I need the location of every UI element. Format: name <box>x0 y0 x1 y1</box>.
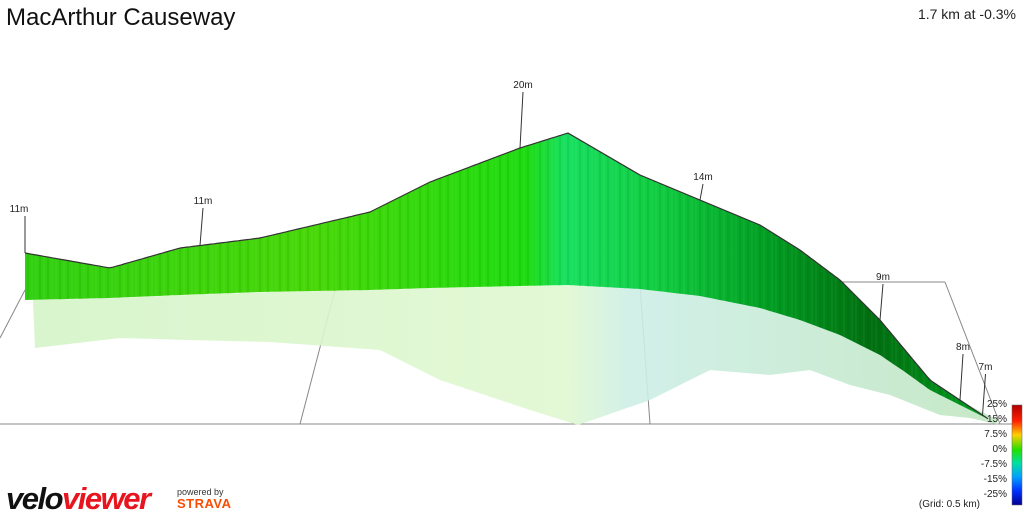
elevation-label: 8m <box>956 342 970 353</box>
grid-line <box>0 289 26 339</box>
gradient-legend-label: -7.5% <box>980 459 1007 470</box>
elevation-label: 20m <box>513 80 532 91</box>
elevation-label-leader <box>879 283 884 321</box>
segment-title: MacArthur Causeway <box>6 4 236 31</box>
veloviewer-logo[interactable]: veloviewer <box>6 481 151 516</box>
gradient-legend-label: 0% <box>992 444 1007 455</box>
gradient-legend-label: 7.5% <box>984 429 1007 440</box>
grid-note: (Grid: 0.5 km) <box>918 499 980 510</box>
gradient-legend-label: -25% <box>983 489 1007 500</box>
elevation-labels: 11m 11m 20m 14m 9m 8m 7m <box>10 80 993 416</box>
elevation-label: 9m <box>876 272 890 283</box>
elevation-label-leader <box>982 373 986 416</box>
elevation-label-leader <box>199 207 204 246</box>
elevation-label: 11m <box>10 204 29 215</box>
elevation-label: 14m <box>693 172 712 183</box>
gradient-legend-label: 15% <box>986 414 1007 425</box>
segment-stats: 1.7 km at -0.3% <box>917 6 1016 22</box>
profile-shadow <box>33 285 998 425</box>
strava-logo[interactable]: STRAVA <box>177 496 232 511</box>
powered-by-label: powered by <box>177 487 224 497</box>
grid-line <box>944 281 1001 425</box>
gradient-legend-label: 25% <box>986 399 1007 410</box>
gradient-hatching <box>27 133 985 417</box>
gradient-legend-bar <box>1011 404 1023 506</box>
elevation-label-leader <box>959 353 964 401</box>
elevation-label-leader <box>519 91 524 149</box>
elevation-label-leader <box>699 183 704 201</box>
elevation-label: 7m <box>979 362 993 373</box>
gradient-legend-label: -15% <box>983 474 1007 485</box>
profile-top-line <box>24 132 989 420</box>
profile-wall <box>25 133 988 419</box>
elevation-label: 11m <box>194 196 213 207</box>
